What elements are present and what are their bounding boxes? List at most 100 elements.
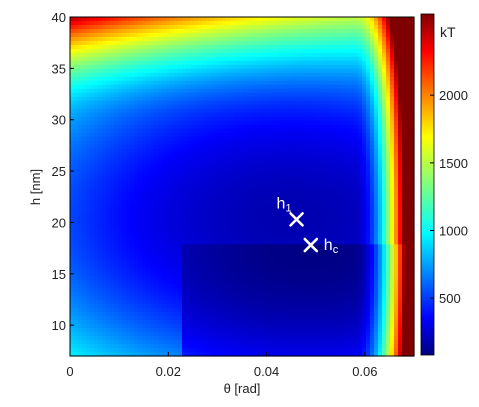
heatmap-cell bbox=[166, 284, 171, 289]
heatmap-cell bbox=[246, 344, 251, 349]
heatmap-cell bbox=[142, 128, 147, 134]
heatmap-cell bbox=[250, 132, 255, 138]
heatmap-cell bbox=[226, 244, 231, 249]
heatmap-cell bbox=[178, 68, 183, 74]
heatmap-cell bbox=[206, 20, 211, 26]
heatmap-cell bbox=[102, 136, 107, 142]
heatmap-cell bbox=[266, 168, 271, 174]
heatmap-cell bbox=[86, 152, 91, 158]
heatmap-cell bbox=[202, 304, 207, 309]
heatmap-cell bbox=[134, 36, 139, 42]
heatmap-cell bbox=[142, 288, 147, 293]
heatmap-cell bbox=[210, 352, 215, 357]
heatmap-cell bbox=[106, 64, 111, 70]
heatmap-cell bbox=[82, 216, 87, 221]
heatmap-cell bbox=[118, 88, 123, 94]
heatmap-cell bbox=[146, 240, 151, 245]
heatmap-cell bbox=[226, 292, 231, 297]
heatmap-cell bbox=[106, 324, 111, 329]
heatmap-cell bbox=[286, 160, 291, 166]
heatmap-cell bbox=[290, 252, 295, 257]
heatmap-cell bbox=[278, 168, 283, 174]
heatmap-cell bbox=[210, 96, 215, 102]
heatmap-cell bbox=[126, 24, 131, 30]
heatmap-cell bbox=[250, 140, 255, 146]
heatmap-cell bbox=[98, 52, 103, 58]
heatmap-cell bbox=[218, 284, 223, 289]
heatmap-cell bbox=[282, 228, 287, 233]
heatmap-cell bbox=[206, 196, 211, 202]
heatmap-cell bbox=[198, 260, 203, 265]
heatmap-cell bbox=[126, 52, 131, 58]
heatmap-cell bbox=[182, 192, 187, 198]
heatmap-cell bbox=[246, 136, 251, 142]
heatmap-cell bbox=[138, 340, 143, 345]
heatmap-cell bbox=[270, 32, 275, 38]
heatmap-cell bbox=[110, 100, 115, 106]
heatmap-cell bbox=[94, 212, 99, 218]
heatmap-cell bbox=[170, 164, 175, 170]
heatmap-cell bbox=[190, 132, 195, 138]
heatmap-cell bbox=[202, 240, 207, 245]
heatmap-cell bbox=[210, 292, 215, 297]
heatmap-cell bbox=[278, 316, 283, 321]
heatmap-cell bbox=[114, 40, 119, 46]
heatmap-cell bbox=[82, 76, 87, 82]
heatmap-cell bbox=[202, 196, 207, 202]
heatmap-cell bbox=[138, 304, 143, 309]
heatmap-cell bbox=[246, 348, 251, 353]
heatmap-cell bbox=[82, 116, 87, 122]
heatmap-cell bbox=[170, 92, 175, 98]
heatmap-cell bbox=[158, 20, 163, 26]
heatmap-cell bbox=[78, 272, 83, 277]
heatmap-cell bbox=[206, 288, 211, 293]
heatmap-cell bbox=[154, 76, 159, 82]
heatmap-cell bbox=[126, 40, 131, 46]
heatmap-cell bbox=[230, 144, 235, 150]
heatmap-cell bbox=[122, 80, 127, 86]
heatmap-cell bbox=[74, 316, 79, 321]
heatmap-cell bbox=[286, 216, 291, 221]
heatmap-cell bbox=[178, 248, 183, 253]
heatmap-cell bbox=[162, 344, 167, 349]
heatmap-cell bbox=[278, 232, 283, 237]
heatmap-cell bbox=[286, 44, 291, 50]
heatmap-cell bbox=[78, 72, 83, 78]
heatmap-cell bbox=[242, 284, 247, 289]
heatmap-cell bbox=[278, 17, 283, 22]
heatmap-cell bbox=[174, 32, 179, 38]
heatmap-cell bbox=[234, 244, 239, 249]
heatmap-cell bbox=[238, 340, 243, 345]
heatmap-cell bbox=[130, 24, 135, 30]
heatmap-cell bbox=[290, 44, 295, 50]
heatmap-cell bbox=[114, 216, 119, 221]
heatmap-cell bbox=[186, 288, 191, 293]
heatmap-cell bbox=[122, 344, 127, 349]
heatmap-cell bbox=[246, 144, 251, 150]
heatmap-cell bbox=[190, 120, 195, 126]
heatmap-cell bbox=[226, 32, 231, 38]
heatmap-cell bbox=[82, 88, 87, 94]
heatmap-cell bbox=[230, 228, 235, 233]
heatmap-cell bbox=[166, 332, 171, 337]
heatmap-cell bbox=[282, 56, 287, 62]
heatmap-cell bbox=[294, 148, 299, 154]
heatmap-cell bbox=[130, 96, 135, 102]
heatmap-cell bbox=[238, 28, 243, 34]
heatmap-cell bbox=[110, 184, 115, 190]
heatmap-cell bbox=[258, 17, 263, 22]
heatmap-cell bbox=[218, 168, 223, 174]
heatmap-cell bbox=[298, 184, 303, 190]
heatmap-cell bbox=[98, 340, 103, 345]
heatmap-cell bbox=[82, 264, 87, 269]
heatmap-cell bbox=[146, 332, 151, 337]
heatmap-cell bbox=[138, 60, 143, 66]
heatmap-cell bbox=[150, 188, 155, 194]
heatmap-cell bbox=[138, 284, 143, 289]
heatmap-cell bbox=[298, 88, 303, 94]
heatmap-cell bbox=[238, 52, 243, 58]
heatmap-cell bbox=[266, 176, 271, 182]
heatmap-cell bbox=[98, 224, 103, 229]
heatmap-cell bbox=[138, 124, 143, 130]
heatmap-cell bbox=[218, 64, 223, 70]
